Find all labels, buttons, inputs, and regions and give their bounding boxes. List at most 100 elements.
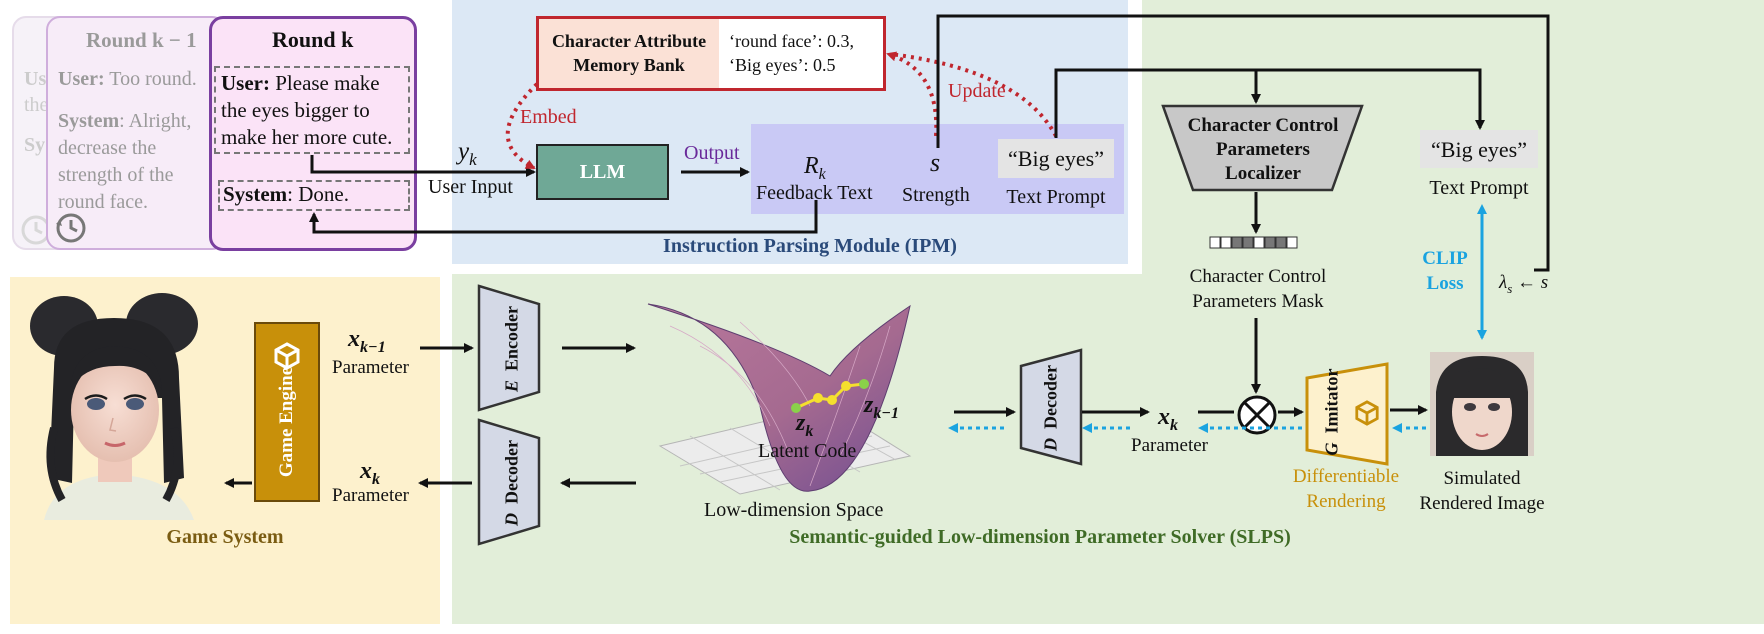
slps-param-label: Parameter bbox=[1131, 435, 1209, 456]
previous-user-label: User: bbox=[58, 68, 105, 90]
llm-box bbox=[536, 144, 669, 200]
game-engine-label: Game Engine bbox=[276, 366, 297, 478]
user-message-box bbox=[214, 66, 410, 154]
right-prompt-label: Text Prompt bbox=[1429, 177, 1529, 199]
latent-zk1: zk−1 bbox=[864, 392, 899, 423]
slps-param-sub: k bbox=[1170, 416, 1178, 434]
decoder-left-label: D Decoder bbox=[502, 440, 523, 526]
memory-bank-label: Character Attribute Memory Bank bbox=[539, 29, 719, 77]
dialog-card-previous-round: Round k − 1 User: Too round. System: Alr… bbox=[46, 16, 226, 250]
memory-bank-label-line-1: Character Attribute bbox=[551, 31, 707, 51]
current-round-title: Round k bbox=[272, 27, 353, 53]
history-icon bbox=[56, 213, 86, 243]
current-round-title-text: Round k bbox=[272, 27, 354, 52]
encoder-trapezoid bbox=[477, 284, 541, 412]
slps-param-symbol: xk bbox=[1158, 404, 1178, 435]
feedback-symbol: Rk bbox=[804, 153, 826, 184]
game-x-k-sub: k bbox=[372, 470, 380, 488]
decoder-right-text: Decoder bbox=[1040, 365, 1061, 429]
clip-loss-label: CLIP Loss bbox=[1410, 246, 1480, 296]
mask-label-line-2: Parameters Mask bbox=[1192, 291, 1324, 312]
previous-system-line-2: decrease the bbox=[58, 137, 157, 159]
previous-user-text: Too round. bbox=[109, 68, 197, 90]
game-x-k: xk bbox=[360, 458, 380, 489]
clip-loss-label-line-1: CLIP bbox=[1422, 248, 1468, 269]
latent-zk: zk bbox=[796, 410, 813, 441]
encoder-label: E Encoder bbox=[502, 306, 523, 392]
decoder-right-label: D Decoder bbox=[1041, 365, 1062, 451]
localizer-label-line-1: Character Control bbox=[1187, 115, 1339, 136]
lambda-rest: ← s bbox=[1512, 272, 1549, 293]
lambda-sub: s bbox=[1507, 280, 1513, 296]
memory-bank-label-cell bbox=[539, 19, 719, 88]
encoder-text: Encoder bbox=[501, 305, 522, 371]
slps-param-letter: x bbox=[1158, 404, 1170, 430]
game-x-prev-symbol: x bbox=[348, 326, 360, 352]
user-line-3: make her more cute. bbox=[221, 125, 393, 149]
latent-zk1-symbol: z bbox=[864, 392, 874, 418]
memory-bank-value-2: ‘Big eyes’: 0.5 bbox=[729, 55, 836, 75]
user-input-symbol: yk bbox=[458, 138, 477, 170]
embed-label: Embed bbox=[520, 106, 577, 128]
localizer-label: Character Control Parameters Localizer bbox=[1160, 114, 1366, 186]
user-label: User: bbox=[221, 71, 270, 95]
previous-user-line: User: Too round. bbox=[58, 68, 197, 91]
imitator-engine-icon bbox=[1355, 400, 1379, 426]
decoder-right-letter: D bbox=[1040, 437, 1061, 451]
user-input-symbol-letter: y bbox=[458, 138, 470, 165]
feedback-label: Feedback Text bbox=[756, 182, 873, 204]
imitator-letter: G bbox=[1321, 442, 1342, 456]
simulated-image-label-line-1: Simulated bbox=[1443, 468, 1521, 489]
decoder-left-text: Decoder bbox=[501, 440, 522, 504]
feedback-symbol-sub: k bbox=[818, 165, 826, 183]
latent-zk-sub: k bbox=[805, 422, 814, 440]
user-input-label: User Input bbox=[428, 176, 513, 198]
user-line-1: Please make bbox=[275, 71, 380, 95]
user-line-2: the eyes bigger to bbox=[221, 98, 370, 122]
update-label: Update bbox=[948, 80, 1006, 102]
system-message: System: Done. bbox=[223, 182, 349, 207]
user-message: User: Please make the eyes bigger to mak… bbox=[221, 70, 392, 151]
latent-code-label: Latent Code bbox=[758, 440, 857, 462]
game-x-k-label: Parameter bbox=[332, 485, 410, 506]
user-input-symbol-sub: k bbox=[469, 150, 477, 169]
previous-system-line-3: strength of the bbox=[58, 164, 174, 186]
localizer-label-line-3: Localizer bbox=[1225, 163, 1301, 184]
system-text: : Done. bbox=[287, 182, 349, 206]
mask-label-line-1: Character Control bbox=[1189, 266, 1327, 287]
previous-round-title: Round k − 1 bbox=[86, 28, 197, 52]
strength-symbol: s bbox=[930, 148, 941, 177]
fragment-the: the bbox=[24, 94, 49, 116]
slps-title: Semantic-guided Low-dimension Parameter … bbox=[789, 526, 1291, 548]
previous-system-line-1: : Alright, bbox=[119, 110, 192, 132]
game-x-prev-sub: k−1 bbox=[360, 338, 386, 356]
differentiable-rendering-label: Differentiable Rendering bbox=[1280, 464, 1412, 514]
game-x-k-symbol: x bbox=[360, 458, 372, 484]
multiply-node bbox=[1237, 395, 1277, 435]
clip-loss-label-line-2: Loss bbox=[1426, 273, 1464, 294]
previous-system-text: System: Alright, decrease the strength o… bbox=[58, 108, 191, 216]
simulated-image-label: Simulated Rendered Image bbox=[1402, 466, 1562, 516]
memory-bank-value-1: ‘round face’: 0.3, bbox=[729, 31, 854, 51]
ipm-prompt-value: “Big eyes” bbox=[1008, 146, 1104, 171]
memory-bank-values: ‘round face’: 0.3, ‘Big eyes’: 0.5 bbox=[729, 29, 854, 77]
decoder-right-trapezoid bbox=[1019, 348, 1083, 466]
ipm-prompt-label: Text Prompt bbox=[1006, 186, 1106, 208]
llm-label: LLM bbox=[579, 161, 626, 183]
low-dimension-space-label: Low-dimension Space bbox=[704, 499, 884, 521]
mask-label: Character Control Parameters Mask bbox=[1160, 264, 1356, 314]
lambda-symbol: λ bbox=[1499, 272, 1508, 293]
imitator-trapezoid bbox=[1305, 362, 1389, 466]
imitator-text: Imitator bbox=[1321, 368, 1342, 434]
differentiable-rendering-line-1: Differentiable bbox=[1292, 466, 1400, 487]
simulated-rendered-image bbox=[1430, 352, 1534, 456]
simulated-image-label-line-2: Rendered Image bbox=[1419, 493, 1545, 514]
game-system-title: Game System bbox=[166, 526, 284, 548]
latent-zk1-sub: k−1 bbox=[873, 404, 900, 422]
lambda-label: λs ← s bbox=[1499, 272, 1548, 297]
mask-strip bbox=[1209, 236, 1298, 249]
system-label: System bbox=[223, 182, 288, 206]
strength-label: Strength bbox=[902, 184, 970, 206]
memory-bank-box: Character Attribute Memory Bank ‘round f… bbox=[536, 16, 886, 91]
memory-bank-label-line-2: Memory Bank bbox=[573, 55, 685, 75]
